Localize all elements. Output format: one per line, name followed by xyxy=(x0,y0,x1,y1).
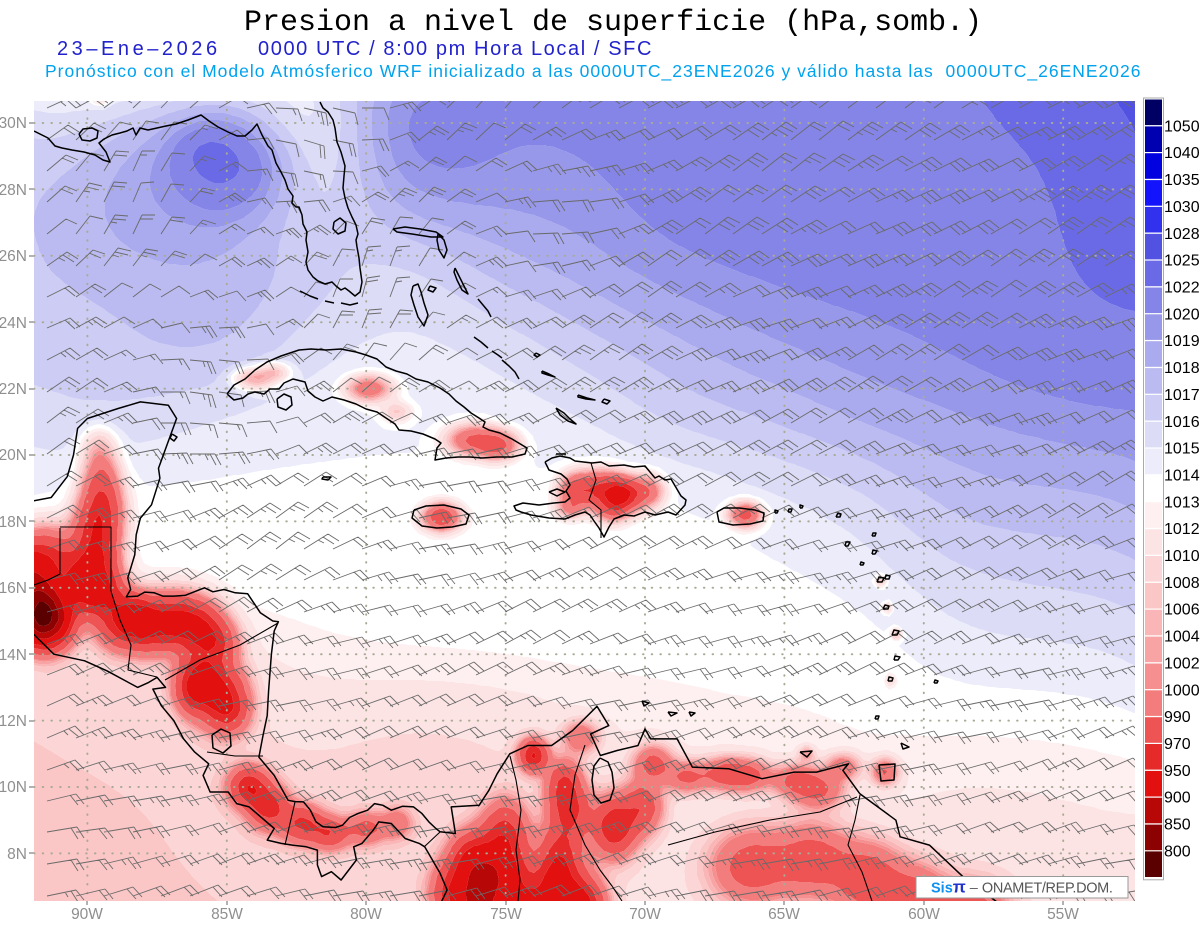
svg-text:Sisπ – ONAMET/REP.DOM.: Sisπ – ONAMET/REP.DOM. xyxy=(931,878,1113,897)
svg-text:1019: 1019 xyxy=(1164,333,1200,350)
svg-text:24N: 24N xyxy=(0,315,27,332)
svg-text:14N: 14N xyxy=(0,647,27,664)
svg-text:1020: 1020 xyxy=(1164,306,1200,323)
svg-text:60W: 60W xyxy=(908,906,940,923)
svg-text:12N: 12N xyxy=(0,713,27,730)
svg-text:75W: 75W xyxy=(490,906,522,923)
svg-text:950: 950 xyxy=(1164,763,1191,780)
svg-text:1028: 1028 xyxy=(1164,226,1200,243)
svg-text:1015: 1015 xyxy=(1164,441,1200,458)
svg-text:990: 990 xyxy=(1164,709,1191,726)
svg-text:1040: 1040 xyxy=(1164,145,1200,162)
svg-text:90W: 90W xyxy=(71,906,103,923)
svg-text:65W: 65W xyxy=(768,906,800,923)
svg-text:850: 850 xyxy=(1164,817,1191,834)
svg-text:1022: 1022 xyxy=(1164,280,1200,297)
svg-text:1035: 1035 xyxy=(1164,172,1200,189)
svg-text:18N: 18N xyxy=(0,514,27,531)
svg-text:28N: 28N xyxy=(0,182,27,199)
svg-text:70W: 70W xyxy=(629,906,661,923)
svg-text:1012: 1012 xyxy=(1164,521,1200,538)
svg-text:1050: 1050 xyxy=(1164,118,1200,135)
svg-text:1006: 1006 xyxy=(1164,602,1200,619)
svg-text:1013: 1013 xyxy=(1164,494,1200,511)
svg-text:1025: 1025 xyxy=(1164,253,1200,270)
svg-text:1004: 1004 xyxy=(1164,629,1200,646)
svg-text:8N: 8N xyxy=(7,846,27,863)
svg-text:1000: 1000 xyxy=(1164,682,1200,699)
svg-text:900: 900 xyxy=(1164,790,1191,807)
svg-text:1010: 1010 xyxy=(1164,548,1200,565)
svg-text:80W: 80W xyxy=(350,906,382,923)
svg-text:1014: 1014 xyxy=(1164,468,1200,485)
svg-text:1018: 1018 xyxy=(1164,360,1200,377)
svg-text:30N: 30N xyxy=(0,115,27,132)
svg-text:1008: 1008 xyxy=(1164,575,1200,592)
svg-text:26N: 26N xyxy=(0,248,27,265)
svg-text:970: 970 xyxy=(1164,736,1191,753)
svg-text:800: 800 xyxy=(1164,843,1191,860)
svg-text:1002: 1002 xyxy=(1164,656,1200,673)
svg-text:22N: 22N xyxy=(0,381,27,398)
svg-text:20N: 20N xyxy=(0,447,27,464)
svg-text:55W: 55W xyxy=(1047,906,1079,923)
svg-text:1017: 1017 xyxy=(1164,387,1200,404)
svg-text:1030: 1030 xyxy=(1164,199,1200,216)
svg-text:10N: 10N xyxy=(0,779,27,796)
svg-text:1016: 1016 xyxy=(1164,414,1200,431)
svg-text:16N: 16N xyxy=(0,580,27,597)
svg-text:85W: 85W xyxy=(211,906,243,923)
